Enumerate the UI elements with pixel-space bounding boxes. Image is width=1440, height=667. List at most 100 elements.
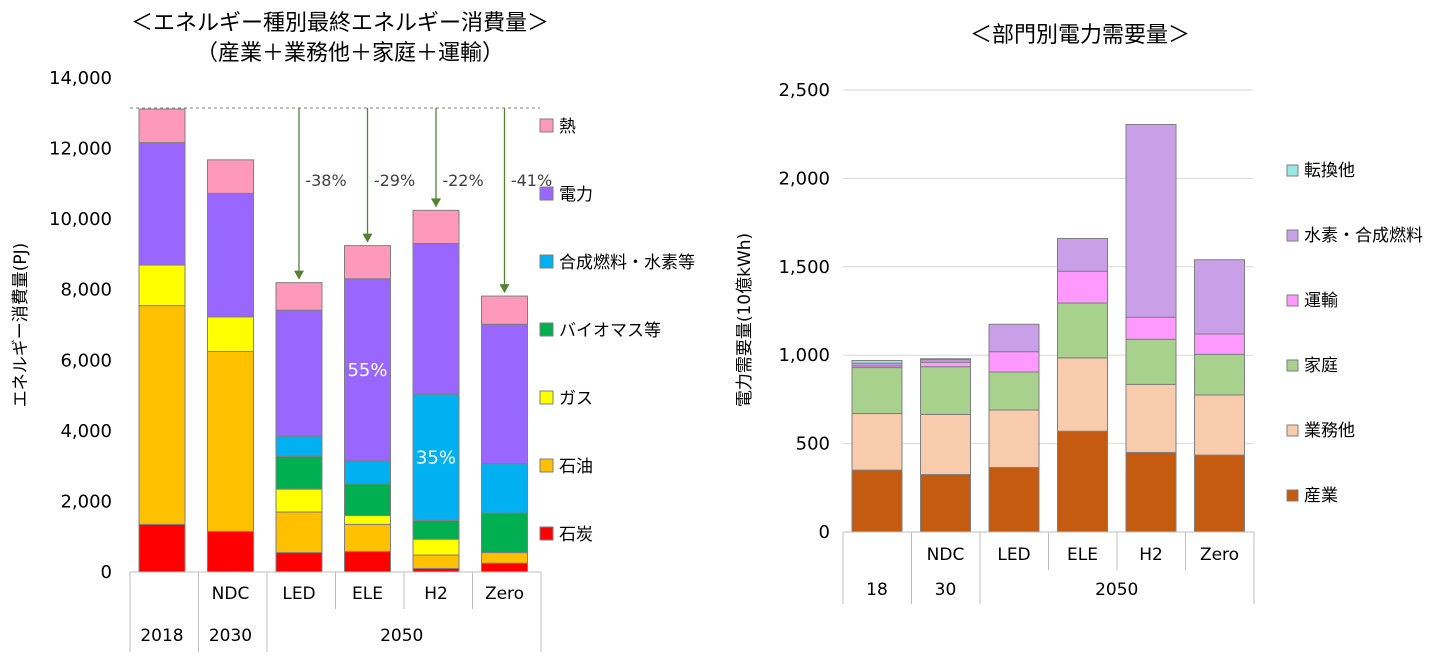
x-category-label: ELE [1067, 545, 1098, 565]
y-tick-label: 1,500 [778, 257, 830, 278]
legend-swatch [1286, 229, 1299, 242]
bar-segment [851, 367, 903, 415]
bar-segment [207, 159, 254, 194]
reduction-arrowhead [499, 284, 510, 294]
legend-swatch [1286, 359, 1299, 372]
bar-segment [481, 323, 528, 465]
bar-segment [481, 562, 528, 573]
bar-segment [988, 466, 1040, 533]
bar-segment [412, 554, 460, 569]
bar-segment [1057, 238, 1108, 272]
bar-segment [344, 245, 391, 280]
bar-segment [1194, 333, 1245, 355]
legend-swatch [539, 118, 554, 133]
legend-swatch [539, 322, 554, 337]
y-tick-label: 0 [819, 522, 830, 543]
bar-segment [1125, 451, 1177, 533]
bar-segment [481, 552, 528, 564]
bar-segment [988, 371, 1040, 411]
x-category-label: LED [282, 584, 315, 604]
x-group-label: 2018 [140, 626, 183, 646]
y-tick-label: 2,000 [778, 168, 830, 189]
bar-segment [412, 209, 460, 244]
bar-segment [138, 264, 186, 307]
reduction-label: -22% [442, 171, 483, 190]
bar-segment [1057, 270, 1108, 304]
bar-segment [481, 512, 528, 554]
y-tick-label: 2,000 [60, 491, 112, 512]
bar-segment [1194, 259, 1245, 335]
bar-segment [1194, 353, 1245, 396]
legend-label: 転換他 [1304, 161, 1355, 181]
bar-segment [1057, 357, 1108, 432]
x-category-label: NDC [927, 545, 965, 565]
bar-segment [1125, 123, 1177, 318]
bar-segment [207, 316, 254, 352]
x-category-label: ELE [352, 584, 383, 604]
y-tick-label: 8,000 [60, 280, 112, 301]
x-category-label: NDC [212, 584, 250, 604]
legend-label: 業務他 [1304, 421, 1355, 441]
bar-segment [412, 393, 460, 521]
x-group-label: 18 [866, 580, 888, 600]
chart1-subtitle: （産業＋業務他＋家庭＋運輸） [196, 41, 504, 66]
x-category-label: Zero [485, 584, 524, 604]
bar-segment [344, 483, 391, 517]
bar-segment [1194, 394, 1245, 456]
legend-label: 合成燃料・水素等 [559, 253, 695, 273]
bar-segment [851, 413, 903, 471]
x-group-label: 2050 [1095, 580, 1138, 600]
y-tick-label: 6,000 [60, 350, 112, 371]
bar-segment [275, 511, 323, 554]
chart1-ylabel: エネルギー消費量(PJ) [11, 243, 31, 408]
electricity-demand-chart: ＜部門別電力需要量＞ 電力需要量(10億kWh) 0 500 1,000 1,500 2… [735, 23, 1423, 604]
chart2-ylabel: 電力需要量(10億kWh) [735, 233, 755, 407]
bar-segment [1057, 302, 1108, 359]
bar-segment [988, 351, 1040, 373]
y-tick-label: 4,000 [60, 421, 112, 442]
bar-segment [275, 552, 323, 573]
bar-segment [275, 282, 323, 311]
energy-consumption-chart: ＜エネルギー種別最終エネルギー消費量＞ （産業＋業務他＋家庭＋運輸） エネルギー… [11, 11, 695, 652]
y-tick-label: 1,000 [778, 345, 830, 366]
reduction-label: -41% [511, 171, 552, 190]
bar-segment [344, 515, 391, 525]
reduction-label: -38% [305, 171, 346, 190]
bar-segment [1125, 316, 1177, 340]
legend-label: 石炭 [559, 525, 593, 545]
y-tick-label: 14,000 [49, 68, 112, 89]
reduction-arrowhead [362, 233, 373, 243]
bar-segment [412, 519, 460, 540]
bar-segment [920, 361, 971, 368]
legend-swatch [539, 186, 554, 201]
bar-segment [207, 530, 254, 573]
x-category-label: H2 [1139, 545, 1163, 565]
chart2-title: ＜部門別電力需要量＞ [970, 23, 1190, 48]
x-group-label: 2030 [209, 626, 252, 646]
bar-segment [207, 192, 254, 318]
legend-swatch [539, 254, 554, 269]
bar-segment [412, 567, 460, 573]
legend-label: ガス [559, 389, 593, 409]
bar-segment [344, 551, 391, 573]
legend-swatch [539, 458, 554, 473]
legend-label: 電力 [559, 185, 593, 205]
x-group-label: 30 [935, 580, 957, 600]
y-tick-label: 10,000 [49, 209, 112, 230]
legend-label: 石油 [559, 457, 593, 477]
bar-segment [920, 366, 971, 415]
bar-segment [1125, 383, 1177, 453]
y-tick-label: 0 [101, 562, 112, 583]
bar-segment [920, 413, 971, 476]
bar-segment [1125, 338, 1177, 385]
bar-segment [344, 523, 391, 553]
legend-swatch [1286, 164, 1299, 177]
legend-swatch [539, 390, 554, 405]
y-tick-label: 12,000 [49, 139, 112, 160]
bar-value-label: 35% [416, 447, 456, 468]
legend-swatch [1286, 294, 1299, 307]
bar-segment [138, 305, 186, 525]
bar-segment [275, 455, 323, 490]
legend-label: 熱 [559, 117, 576, 137]
y-tick-label: 2,500 [778, 80, 830, 101]
